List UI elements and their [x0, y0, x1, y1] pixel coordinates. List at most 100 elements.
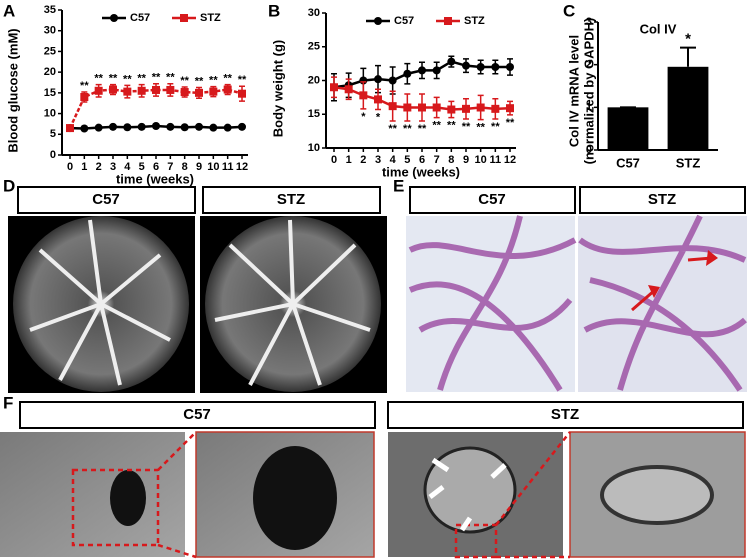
- header-box: [579, 186, 746, 214]
- y-axis-label: (normalized by GAPDH): [581, 18, 596, 165]
- legend-label: STZ: [464, 15, 485, 27]
- point: [137, 86, 146, 95]
- header-box: [409, 186, 576, 214]
- significance: **: [137, 72, 146, 84]
- point: [462, 104, 470, 113]
- header: C57: [478, 191, 506, 208]
- y-axis-label: Col IV mRNA level: [566, 35, 581, 147]
- x-tick-label: C57: [616, 155, 640, 170]
- point: [180, 88, 189, 97]
- header-box: [19, 401, 376, 429]
- point: [238, 89, 246, 98]
- x-tick-label: 1: [81, 161, 87, 173]
- y-tick-label: 25: [44, 45, 56, 57]
- point: [476, 103, 485, 112]
- significance: **: [80, 80, 89, 92]
- point: [403, 69, 412, 78]
- point: [491, 104, 500, 113]
- panel-label: F: [3, 393, 13, 412]
- point: [238, 122, 246, 131]
- x-tick-label: 10: [207, 161, 219, 173]
- nucleus: [110, 470, 146, 526]
- significance: **: [180, 75, 189, 87]
- significance: **: [403, 123, 412, 135]
- x-tick-label: 11: [222, 161, 234, 173]
- y-axis-label: Body weight (g): [270, 40, 285, 138]
- point: [491, 63, 500, 71]
- panel-label: E: [393, 176, 404, 195]
- x-tick-label: 9: [196, 161, 202, 173]
- significance: **: [388, 123, 397, 135]
- point: [418, 66, 426, 75]
- legend-label: C57: [394, 15, 414, 27]
- point: [506, 104, 514, 113]
- zoom-box: [71, 468, 160, 547]
- point: [330, 83, 338, 92]
- point: [506, 63, 514, 71]
- point: [418, 103, 426, 112]
- y-tick-label: 20: [308, 74, 320, 86]
- significance: *: [685, 31, 691, 48]
- point: [137, 122, 146, 131]
- x-tick-label: 9: [463, 154, 469, 166]
- chart-title: Col IV: [640, 21, 677, 36]
- significance: **: [491, 121, 500, 133]
- x-tick-label: 0: [331, 154, 337, 166]
- y-tick-label: 15: [308, 108, 320, 120]
- point: [209, 123, 218, 132]
- bar: [607, 107, 649, 150]
- point: [388, 102, 397, 111]
- x-tick-label: 1: [346, 154, 352, 166]
- y-tick-label: 10: [308, 142, 320, 154]
- point: [152, 122, 160, 130]
- point: [80, 93, 89, 101]
- point: [94, 123, 103, 132]
- vessel-section: [600, 465, 714, 525]
- x-tick-label: 2: [96, 161, 102, 173]
- y-tick-label: 30: [308, 7, 320, 19]
- point: [359, 91, 368, 100]
- point: [209, 87, 218, 96]
- nucleus: [253, 446, 337, 550]
- point: [447, 105, 456, 114]
- point: [432, 66, 441, 75]
- point: [195, 88, 203, 97]
- x-tick-label: 3: [110, 161, 116, 173]
- significance: **: [462, 121, 471, 133]
- y-tick-label: 15: [44, 87, 56, 99]
- legend-label: C57: [130, 12, 150, 24]
- significance: **: [238, 74, 247, 86]
- legend-marker: [110, 14, 118, 22]
- vessels: [29, 219, 371, 386]
- y-tick-label: 25: [308, 41, 320, 53]
- arrow: [428, 457, 507, 532]
- header: C57: [183, 406, 211, 423]
- legend-marker: [180, 14, 188, 22]
- point: [374, 95, 382, 104]
- point: [80, 124, 89, 133]
- significance: **: [209, 75, 218, 87]
- point: [344, 85, 353, 94]
- y-tick-label: 35: [44, 4, 56, 16]
- x-tick-label: 2: [360, 154, 366, 166]
- legend-marker: [444, 17, 452, 25]
- panel-label: B: [268, 1, 280, 20]
- header: C57: [92, 191, 120, 208]
- y-tick-label: 2: [586, 59, 592, 71]
- x-tick-label: 10: [475, 154, 487, 166]
- significance: **: [123, 73, 132, 85]
- significance: **: [432, 120, 441, 132]
- point: [109, 85, 117, 94]
- point: [180, 123, 189, 132]
- header: STZ: [551, 406, 579, 423]
- header: STZ: [277, 191, 305, 208]
- point: [123, 123, 132, 132]
- significance: **: [195, 75, 204, 87]
- panel-label: A: [3, 1, 15, 20]
- zoom-box: [454, 523, 498, 559]
- point: [109, 122, 117, 131]
- header-box: [17, 186, 196, 214]
- x-tick-label: 5: [139, 161, 145, 173]
- x-axis-label: time (weeks): [382, 164, 460, 179]
- y-tick-label: 30: [44, 25, 56, 37]
